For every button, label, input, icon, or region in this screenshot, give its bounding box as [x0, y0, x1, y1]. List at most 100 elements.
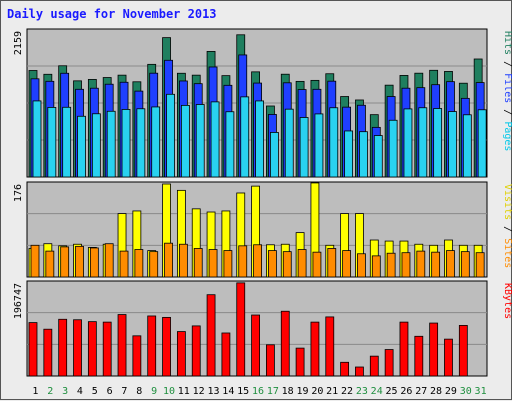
x-tick-label-day-30: 30: [460, 386, 472, 397]
bar-sites-day-4: [75, 245, 84, 278]
x-tick-label-day-19: 19: [296, 386, 308, 397]
x-tick-label-day-20: 20: [311, 386, 323, 397]
x-tick-label-day-6: 6: [107, 386, 113, 397]
bar-pages-day-2: [47, 107, 57, 178]
bar-pages-day-18: [284, 108, 294, 178]
x-tick-label-day-14: 14: [222, 386, 234, 397]
legend-kbytes: KBytes: [502, 283, 512, 319]
bar-pages-day-29: [448, 111, 457, 178]
bar-kbytes-day-17: [266, 344, 275, 377]
bar-pages-day-4: [77, 115, 86, 178]
bar-sites-day-19: [297, 249, 307, 278]
legend-separator: /: [502, 103, 512, 121]
bar-sites-day-3: [60, 246, 70, 278]
x-tick-label-day-15: 15: [237, 386, 249, 397]
bar-sites-day-14: [223, 250, 233, 278]
x-tick-label-day-9: 9: [151, 386, 157, 397]
bar-sites-day-10: [164, 242, 173, 278]
bar-kbytes-day-24: [369, 355, 379, 377]
bar-sites-day-17: [268, 250, 277, 278]
x-tick-label-day-16: 16: [252, 386, 264, 397]
x-tick-label-day-23: 23: [356, 386, 368, 397]
bar-pages-day-21: [329, 107, 339, 178]
x-tick-label-day-11: 11: [178, 386, 190, 397]
legend-separator: /: [502, 55, 512, 73]
bar-sites-day-26: [401, 252, 411, 278]
bar-sites-day-24: [371, 255, 381, 278]
x-tick-label-day-18: 18: [282, 386, 294, 397]
bar-kbytes-day-6: [102, 321, 112, 377]
bar-kbytes-day-23: [355, 366, 364, 377]
x-tick-label-day-25: 25: [386, 386, 398, 397]
bar-pages-day-23: [359, 131, 368, 178]
x-tick-label-day-10: 10: [163, 386, 175, 397]
bar-kbytes-day-18: [280, 310, 290, 377]
bar-kbytes-day-16: [251, 314, 260, 377]
bar-sites-day-22: [342, 250, 352, 278]
bar-kbytes-day-15: [236, 282, 246, 377]
bar-kbytes-day-11: [176, 331, 186, 377]
bar-sites-day-30: [460, 251, 470, 278]
bar-kbytes-day-25: [384, 349, 394, 377]
x-tick-label-day-8: 8: [136, 386, 142, 397]
bar-kbytes-day-28: [429, 322, 439, 377]
right-axis-legend-pages-files-hits: Hits / Files / Pages: [502, 31, 512, 151]
bar-pages-day-25: [388, 119, 398, 178]
bar-sites-day-11: [178, 243, 188, 278]
bar-kbytes-day-22: [340, 361, 350, 377]
x-tick-label-day-3: 3: [62, 386, 68, 397]
bar-kbytes-day-2: [43, 328, 53, 377]
x-tick-label-day-12: 12: [193, 386, 205, 397]
bar-pages-day-30: [462, 114, 472, 178]
bar-pages-day-24: [373, 135, 383, 178]
x-tick-label-day-22: 22: [341, 386, 353, 397]
x-tick-label-day-28: 28: [430, 386, 442, 397]
bar-pages-day-7: [121, 109, 131, 178]
bar-kbytes-day-21: [325, 316, 335, 377]
x-tick-label-day-21: 21: [326, 386, 338, 397]
bar-kbytes-day-8: [132, 335, 142, 377]
x-tick-label-day-13: 13: [207, 386, 219, 397]
bar-sites-day-12: [193, 248, 203, 278]
bar-pages-day-13: [210, 101, 220, 178]
bar-sites-day-29: [446, 250, 455, 278]
right-axis-legend-kbytes: KBytes: [502, 283, 512, 319]
x-tick-label-day-4: 4: [77, 386, 83, 397]
bar-pages-day-8: [136, 108, 146, 178]
bar-kbytes-day-1: [28, 322, 38, 377]
chart-title: Daily usage for November 2013: [7, 7, 217, 21]
bar-kbytes-day-12: [191, 325, 201, 377]
bar-kbytes-day-20: [310, 321, 320, 377]
bar-kbytes-day-30: [458, 325, 468, 377]
x-tick-label-day-5: 5: [92, 386, 98, 397]
bar-pages-day-20: [314, 113, 324, 178]
x-tick-label-day-7: 7: [121, 386, 127, 397]
x-tick-label-day-27: 27: [415, 386, 427, 397]
x-tick-label-day-17: 17: [267, 386, 279, 397]
x-tick-label-day-29: 29: [445, 386, 457, 397]
bar-kbytes-day-5: [87, 321, 97, 377]
bar-sites-day-28: [431, 251, 441, 278]
bar-sites-day-8: [134, 249, 144, 278]
x-tick-label-day-24: 24: [371, 386, 383, 397]
bar-sites-day-6: [104, 243, 114, 278]
legend-separator: /: [502, 220, 512, 238]
legend-hits: Hits: [502, 31, 512, 55]
bar-pages-day-26: [403, 108, 413, 178]
bar-sites-day-7: [119, 250, 129, 278]
legend-visits: Visits: [502, 184, 512, 220]
bar-pages-day-9: [151, 106, 161, 178]
bar-kbytes-day-4: [73, 319, 82, 377]
bar-sites-day-13: [208, 249, 218, 278]
bar-sites-day-2: [45, 250, 55, 278]
bar-sites-day-18: [282, 251, 292, 278]
bar-sites-day-1: [30, 244, 40, 278]
bar-pages-day-16: [255, 100, 264, 178]
bar-pages-day-19: [299, 117, 309, 178]
bar-kbytes-day-29: [444, 338, 453, 377]
right-axis-legend-sites-visits: Visits / Sites: [502, 184, 512, 268]
x-tick-label-day-26: 26: [400, 386, 412, 397]
bar-sites-day-20: [312, 251, 322, 278]
bar-kbytes-day-9: [147, 315, 157, 377]
